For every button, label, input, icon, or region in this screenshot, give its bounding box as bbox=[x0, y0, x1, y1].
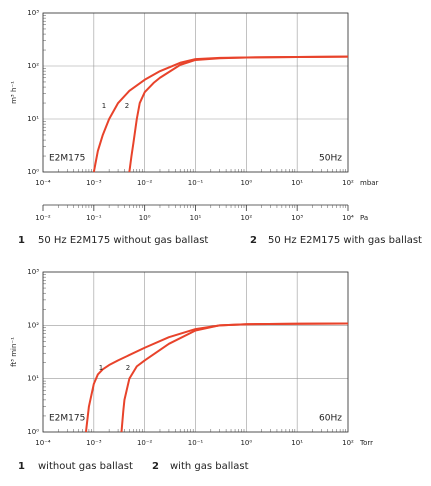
x2-tick-label: 10⁻¹ bbox=[86, 214, 102, 222]
x-tick-label: 10⁻² bbox=[137, 179, 153, 187]
curve bbox=[128, 55, 349, 173]
y-axis-label: m³ h⁻¹ bbox=[10, 81, 18, 104]
x-tick-label: 10² bbox=[342, 179, 354, 187]
x2-tick-label: 10⁴ bbox=[342, 214, 354, 222]
x-unit: Torr bbox=[359, 439, 373, 447]
y-tick-label: 10¹ bbox=[27, 115, 39, 123]
legend-number: 1 bbox=[18, 461, 25, 472]
y-tick-label: 10³ bbox=[27, 9, 39, 17]
x2-tick-label: 10¹ bbox=[190, 214, 202, 222]
legend-label: 50 Hz E2M175 without gas ballast bbox=[38, 235, 208, 246]
x-tick-label: 10⁻² bbox=[137, 439, 153, 447]
legend-number: 2 bbox=[152, 461, 159, 472]
x-tick-label: 10¹ bbox=[291, 439, 303, 447]
legend-label: 50 Hz E2M175 with gas ballast bbox=[268, 235, 422, 246]
curve bbox=[120, 322, 349, 433]
curve bbox=[84, 322, 349, 433]
x2-unit: Pa bbox=[360, 214, 368, 222]
x2-tick-label: 10⁻² bbox=[35, 214, 51, 222]
legend-number: 2 bbox=[250, 235, 257, 246]
x-tick-label: 10¹ bbox=[291, 179, 303, 187]
model-label: E2M175 bbox=[49, 154, 85, 164]
x2-tick-label: 10² bbox=[240, 214, 252, 222]
plot-frame bbox=[42, 12, 349, 173]
curve-label: 2 bbox=[125, 102, 129, 110]
curve-label: 1 bbox=[99, 364, 103, 372]
y-tick-label: 10² bbox=[27, 321, 39, 329]
curve-label: 1 bbox=[102, 102, 106, 110]
x-unit: mbar bbox=[360, 179, 379, 187]
freq-label: 50Hz bbox=[319, 154, 342, 164]
freq-label: 60Hz bbox=[319, 414, 342, 424]
x-tick-label: 10⁰ bbox=[240, 439, 252, 447]
y-tick-label: 10³ bbox=[27, 268, 39, 276]
x2-tick-label: 10³ bbox=[291, 214, 303, 222]
legend-label: with gas ballast bbox=[170, 461, 249, 472]
plot-frame bbox=[42, 271, 349, 433]
x-tick-label: 10⁻⁴ bbox=[35, 179, 51, 187]
y-tick-label: 10² bbox=[27, 62, 39, 70]
y-axis-label: ft³ min⁻¹ bbox=[10, 337, 18, 367]
x-tick-label: 10⁻¹ bbox=[188, 179, 204, 187]
x-tick-label: 10⁰ bbox=[240, 179, 252, 187]
x-tick-label: 10⁻¹ bbox=[188, 439, 204, 447]
curve-label: 2 bbox=[126, 364, 130, 372]
x2-tick-label: 10⁰ bbox=[139, 214, 151, 222]
x-tick-label: 10⁻⁴ bbox=[35, 439, 51, 447]
y-tick-label: 10¹ bbox=[27, 375, 39, 383]
x-tick-label: 10² bbox=[342, 439, 354, 447]
x-tick-label: 10⁻³ bbox=[86, 439, 102, 447]
legend-label: without gas ballast bbox=[38, 461, 133, 472]
legend-number: 1 bbox=[18, 235, 25, 246]
model-label: E2M175 bbox=[49, 414, 85, 424]
y-tick-label: 10⁰ bbox=[27, 168, 39, 176]
y-tick-label: 10⁰ bbox=[27, 428, 39, 436]
x-tick-label: 10⁻³ bbox=[86, 179, 102, 187]
